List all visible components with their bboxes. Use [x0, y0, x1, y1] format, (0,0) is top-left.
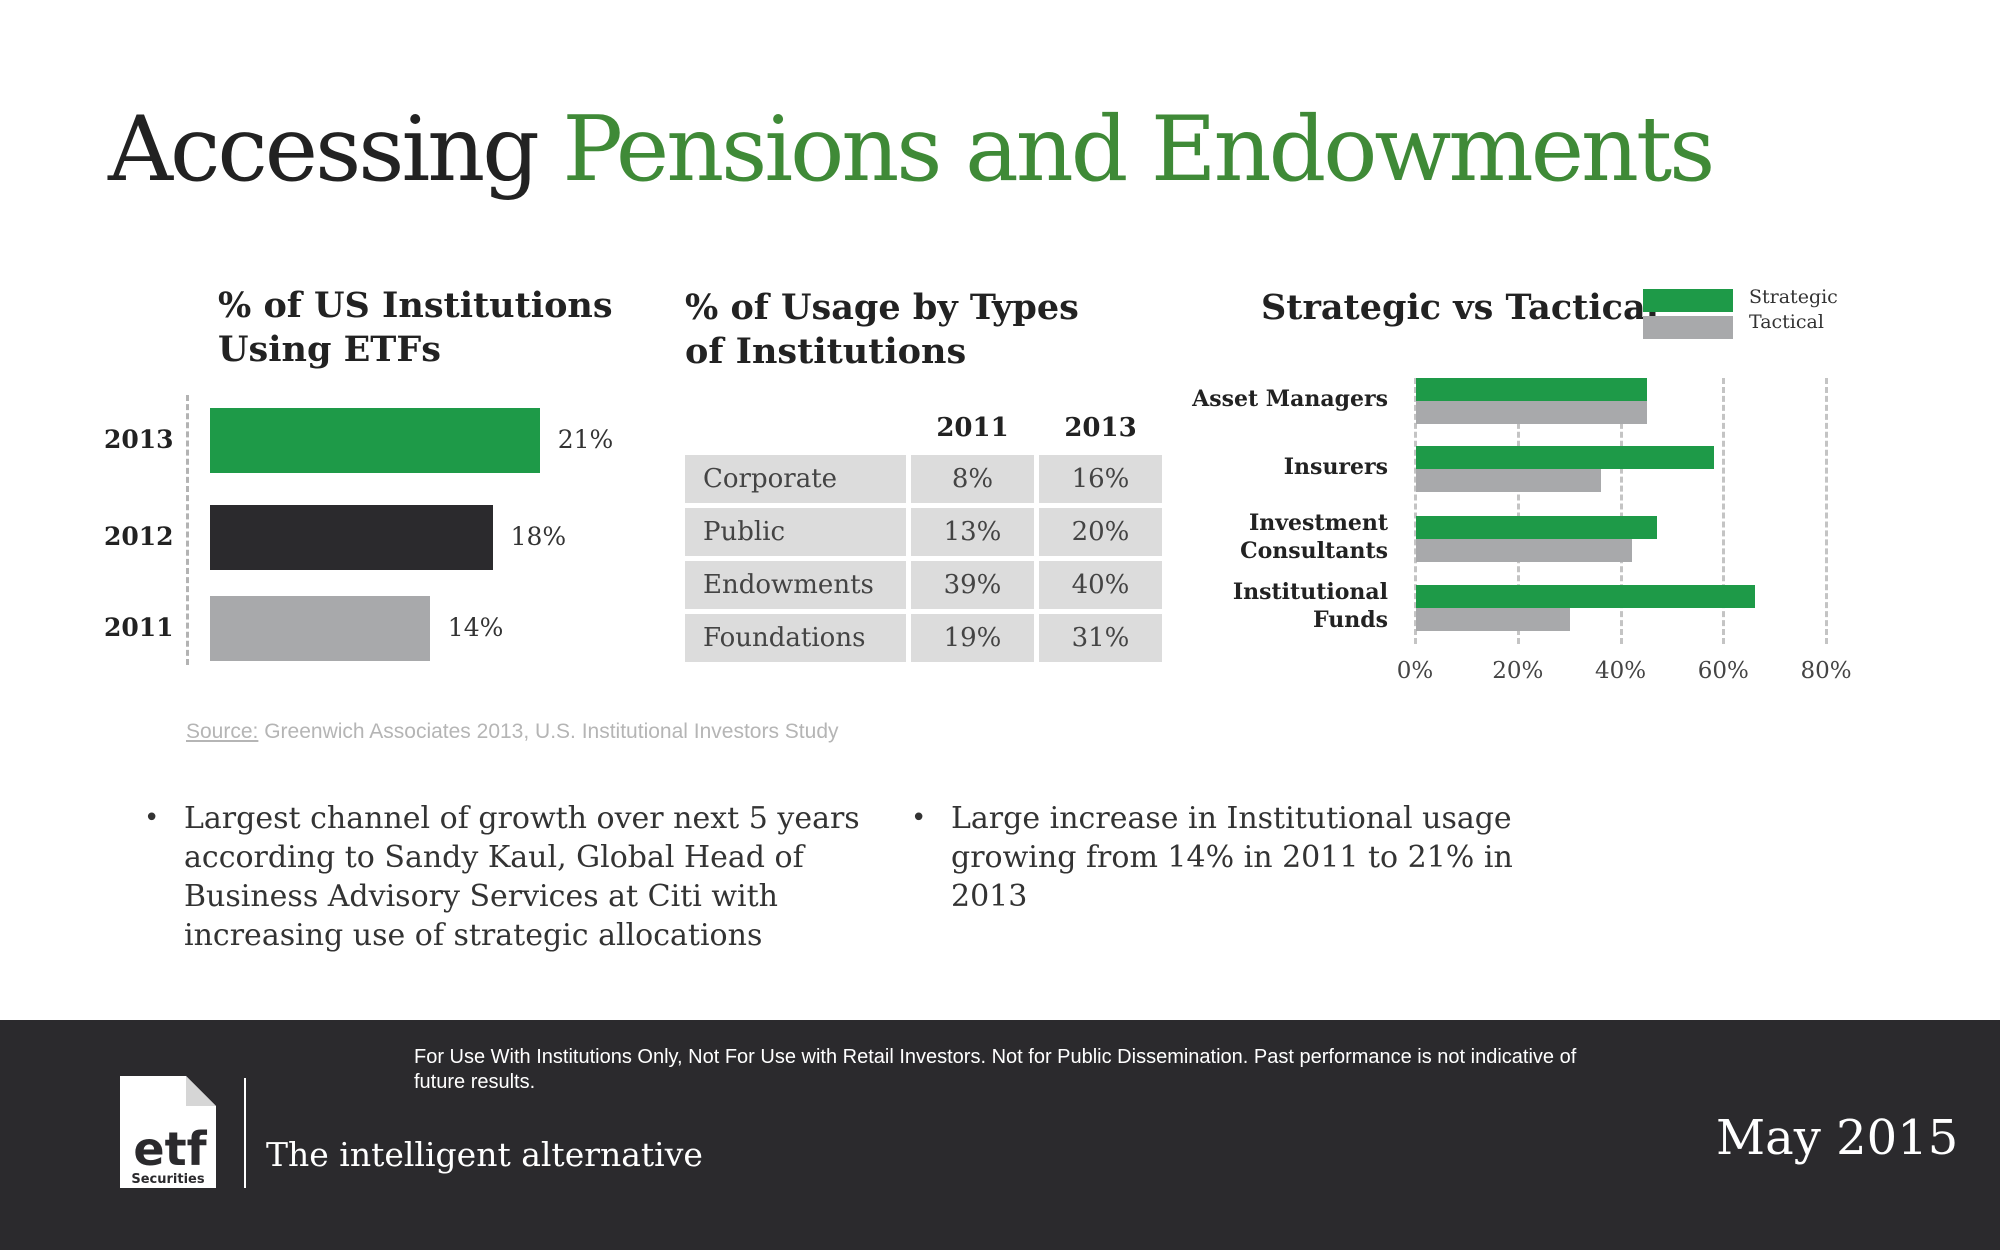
chart1-year-label: 2013 — [104, 425, 174, 454]
chart1-title-line2: Using ETFs — [218, 329, 441, 370]
bullet-dot: • — [911, 803, 927, 833]
table-header-row: 2011 2013 — [685, 406, 1162, 450]
chart1-data-label: 21% — [557, 425, 614, 454]
logo-etf-text: etf — [133, 1122, 207, 1176]
chart3-category-label: Insurers — [1284, 453, 1388, 481]
bullet-1-text: Largest channel of growth over next 5 ye… — [184, 801, 860, 953]
chart3-x-tick-label: 0% — [1396, 658, 1434, 684]
chart3-gridline — [1825, 378, 1828, 644]
chart3-gridline — [1414, 378, 1417, 644]
chart3-bar-tactical — [1416, 539, 1632, 562]
footer-date: May 2015 — [1716, 1110, 1959, 1166]
bullet-dot: • — [144, 803, 160, 833]
chart3-x-tick-label: 60% — [1697, 658, 1749, 684]
bullet-2: • Large increase in Institutional usage … — [911, 799, 1571, 916]
chart1-bar-2013 — [210, 408, 540, 473]
legend-swatch-strategic — [1643, 289, 1733, 312]
table-cell: 31% — [1039, 614, 1162, 662]
chart3-gridline — [1722, 378, 1726, 644]
chart3-gridline — [1516, 378, 1520, 644]
chart2-title-line1: % of Usage by Types — [685, 287, 1079, 328]
chart3-category-label: Investment Consultants — [1240, 509, 1388, 565]
table-row: Public 13% 20% — [685, 508, 1162, 556]
bullet-2-text: Large increase in Institutional usage gr… — [951, 801, 1513, 914]
title-part1: Accessing — [108, 97, 540, 202]
table-cell: 40% — [1039, 561, 1162, 609]
title-part2: Pensions and Endowments — [562, 97, 1715, 202]
table-row-name: Corporate — [685, 455, 906, 503]
table-row-name: Endowments — [685, 561, 906, 609]
table-row: Foundations 19% 31% — [685, 614, 1162, 662]
table-header-blank — [685, 406, 906, 450]
footer-tagline: The intelligent alternative — [266, 1135, 703, 1174]
chart1-axis-line — [186, 395, 189, 665]
table-header-2011: 2011 — [936, 413, 1009, 443]
chart3-category-label: Asset Managers — [1192, 385, 1388, 413]
etf-securities-logo: etf Securities — [120, 1076, 216, 1188]
table-cell: 20% — [1039, 508, 1162, 556]
table-row: Endowments 39% 40% — [685, 561, 1162, 609]
chart3-bar-strategic — [1416, 516, 1658, 539]
chart3-category-label-line: Funds — [1313, 607, 1388, 633]
chart1-bar-2011 — [210, 596, 430, 661]
chart3-category-label-line: Consultants — [1240, 538, 1388, 564]
table-cell: 19% — [911, 614, 1034, 662]
bullet-1: • Largest channel of growth over next 5 … — [144, 799, 884, 955]
chart3-category-label-line: Asset Managers — [1192, 386, 1388, 412]
chart3-bar-strategic — [1416, 585, 1756, 608]
chart2-title-line2: of Institutions — [685, 331, 967, 372]
table-header-2013: 2013 — [1064, 413, 1137, 443]
legend-swatch-tactical — [1643, 316, 1733, 339]
table-cell: 8% — [911, 455, 1034, 503]
chart2-title: % of Usage by Types of Institutions — [685, 286, 1079, 374]
chart3-bar-tactical — [1416, 608, 1571, 631]
chart3-gridline — [1619, 378, 1623, 644]
source-note: Source: Greenwich Associates 2013, U.S. … — [186, 720, 839, 744]
table-cell: 16% — [1039, 455, 1162, 503]
chart1-bar-2012 — [210, 505, 493, 570]
table-row-name: Foundations — [685, 614, 906, 662]
chart3-x-tick-label: 20% — [1492, 658, 1544, 684]
chart1-year-label: 2011 — [104, 613, 174, 642]
table-cell: 39% — [911, 561, 1034, 609]
footer-disclaimer: For Use With Institutions Only, Not For … — [414, 1046, 1577, 1093]
logo-securities-text: Securities — [131, 1172, 204, 1187]
usage-table: 2011 2013 Corporate 8% 16% Public 13% 20… — [680, 401, 1167, 667]
source-text: Greenwich Associates 2013, U.S. Institut… — [258, 720, 839, 743]
chart3-category-label-line: Investment — [1248, 510, 1388, 536]
page-title: Accessing Pensions and Endowments — [108, 97, 1715, 202]
chart1-title: % of US Institutions Using ETFs — [218, 284, 613, 372]
chart3-bar-strategic — [1416, 446, 1714, 469]
chart3-x-tick-label: 80% — [1800, 658, 1852, 684]
chart3-bar-tactical — [1416, 469, 1601, 492]
legend-label-tactical: Tactical — [1749, 311, 1824, 333]
logo-divider — [244, 1078, 246, 1188]
chart3-bar-tactical — [1416, 401, 1648, 424]
chart1-title-line1: % of US Institutions — [218, 285, 613, 326]
chart3-category-label: Institutional Funds — [1233, 578, 1388, 634]
chart1-data-label: 18% — [510, 522, 567, 551]
table-row: Corporate 8% 16% — [685, 455, 1162, 503]
chart3-title: Strategic vs Tactical — [1261, 287, 1659, 328]
legend-label-strategic: Strategic — [1749, 286, 1838, 308]
chart3-category-label-line: Insurers — [1283, 454, 1388, 480]
chart1-year-label: 2012 — [104, 522, 174, 551]
chart3-bar-strategic — [1416, 378, 1648, 401]
chart3-category-label-line: Institutional — [1232, 579, 1388, 605]
chart3-x-tick-label: 40% — [1594, 658, 1647, 684]
footer-bar — [0, 1020, 2000, 1250]
chart1-data-label: 14% — [447, 613, 504, 642]
table-cell: 13% — [911, 508, 1034, 556]
source-label: Source: — [186, 720, 259, 743]
table-row-name: Public — [685, 508, 906, 556]
